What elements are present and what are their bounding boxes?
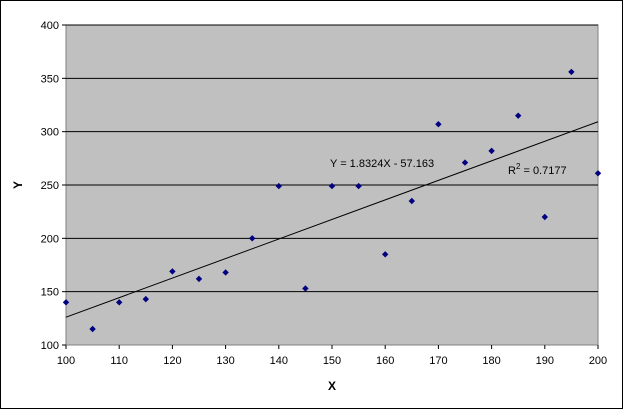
x-tick-label-200: 200 [589,355,607,367]
data-point-9 [302,285,309,292]
data-point-7 [249,235,256,242]
x-tick-label-120: 120 [163,355,181,367]
x-tick-label-150: 150 [323,355,341,367]
data-point-8 [275,182,282,190]
y-axis-ticks: 100 150 200 250 300 350 400 [41,20,66,352]
data-point-11 [355,182,362,190]
data-point-2 [116,299,123,306]
x-tick-label-130: 130 [216,355,234,367]
data-point-13 [408,197,415,205]
data-point-14 [435,121,442,128]
data-point-18 [541,213,548,221]
data-point-1 [89,325,96,333]
data-point-19 [568,68,575,76]
r-squared-superscript: 2 [516,162,521,171]
data-point-4 [169,268,176,275]
data-point-20 [594,170,602,177]
trendline [65,121,599,318]
data-point-10 [328,182,336,190]
y-axis-title: Y [11,181,25,189]
x-tick-label-110: 110 [110,355,128,367]
data-point-5 [195,275,203,283]
y-tick-label-300: 300 [41,127,59,139]
r-squared-label: R2 = 0.7177 [508,162,567,177]
y-tick-label-100: 100 [41,340,59,352]
x-tick-label-190: 190 [536,355,554,367]
data-point-12 [382,251,389,258]
x-tick-label-180: 180 [482,355,500,367]
data-point-6 [222,269,229,276]
data-point-0 [62,299,70,306]
y-tick-label-250: 250 [41,180,59,192]
x-axis-title: X [328,379,336,393]
y-tick-label-200: 200 [41,233,59,245]
x-tick-label-140: 140 [270,355,288,367]
r-squared-value: = 0.7177 [520,165,566,177]
r-squared-prefix: R [508,165,516,177]
trendline-equation: Y = 1.8324X - 57.163 [330,158,434,170]
x-tick-label-160: 160 [376,355,394,367]
data-point-17 [515,112,522,119]
x-axis-ticks: 100 110 120 130 140 150 160 170 180 190 200 [57,345,607,367]
data-point-3 [142,295,149,303]
x-tick-label-170: 170 [429,355,447,367]
data-point-16 [488,147,495,155]
data-points [62,68,602,333]
y-tick-label-150: 150 [41,287,59,299]
data-point-15 [461,159,469,166]
y-tick-label-400: 400 [41,20,59,32]
x-tick-label-100: 100 [57,355,75,367]
y-tick-label-350: 350 [41,73,59,85]
